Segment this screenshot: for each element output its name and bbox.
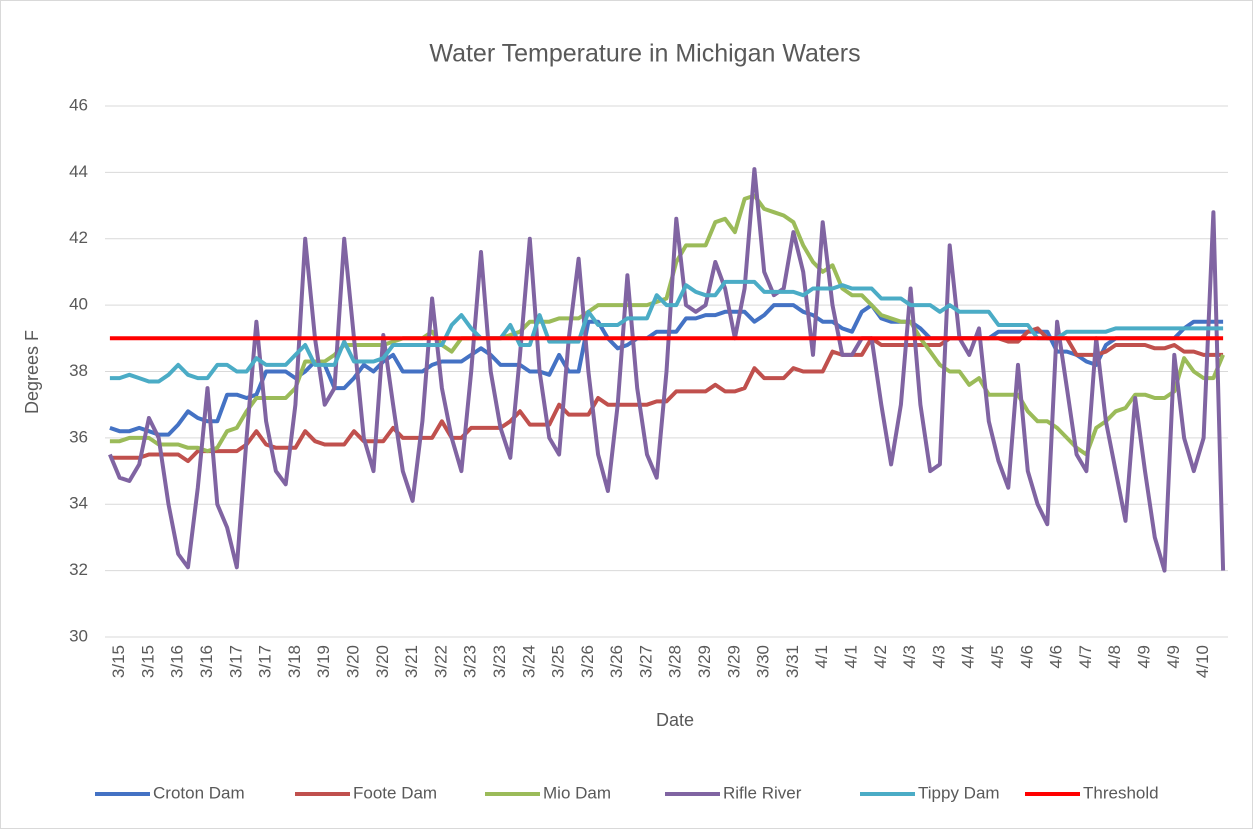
series-line xyxy=(109,326,1224,464)
x-tick-label: 3/24 xyxy=(519,645,538,678)
legend-label: Croton Dam xyxy=(153,783,245,802)
x-tick-label: 3/30 xyxy=(754,645,773,678)
x-tick-label: 4/4 xyxy=(959,645,978,669)
x-tick-label: 3/26 xyxy=(578,645,597,678)
x-tick-label: 3/16 xyxy=(168,645,187,678)
x-tick-label: 3/21 xyxy=(402,645,421,678)
y-tick-label: 46 xyxy=(69,95,88,114)
x-tick-label: 4/8 xyxy=(1105,645,1124,669)
x-tick-label: 4/10 xyxy=(1193,645,1212,678)
y-tick-label: 34 xyxy=(69,494,88,513)
y-axis-title: Degrees F xyxy=(22,330,42,414)
y-tick-label: 38 xyxy=(69,361,88,380)
y-tick-label: 42 xyxy=(69,228,88,247)
x-tick-label: 3/27 xyxy=(636,645,655,678)
x-tick-label: 3/29 xyxy=(695,645,714,678)
y-tick-label: 36 xyxy=(69,427,88,446)
x-tick-label: 4/1 xyxy=(842,645,861,669)
x-tick-label: 3/15 xyxy=(138,645,157,678)
legend-label: Tippy Dam xyxy=(918,783,1000,802)
x-tick-label: 3/18 xyxy=(285,645,304,678)
legend-label: Rifle River xyxy=(723,783,802,802)
x-tick-label: 4/3 xyxy=(900,645,919,669)
y-tick-label: 40 xyxy=(69,295,88,314)
y-tick-label: 44 xyxy=(69,162,88,181)
x-tick-label: 3/20 xyxy=(343,645,362,678)
x-tick-label: 3/31 xyxy=(783,645,802,678)
x-tick-label: 4/2 xyxy=(871,645,890,669)
series-line xyxy=(108,167,1226,573)
legend-label: Threshold xyxy=(1083,783,1159,802)
x-tick-label: 3/23 xyxy=(490,645,509,678)
x-axis-title: Date xyxy=(656,710,694,730)
x-tick-label: 4/7 xyxy=(1076,645,1095,669)
x-tick-label: 3/16 xyxy=(197,645,216,678)
x-tick-label: 3/28 xyxy=(666,645,685,678)
legend-label: Foote Dam xyxy=(353,783,437,802)
x-tick-label: 3/17 xyxy=(256,645,275,678)
x-tick-label: 3/20 xyxy=(373,645,392,678)
x-tick-label: 3/15 xyxy=(109,645,128,678)
x-tick-label: 3/22 xyxy=(431,645,450,678)
x-tick-label: 4/6 xyxy=(1047,645,1066,669)
x-tick-label: 3/29 xyxy=(724,645,743,678)
x-tick-label: 3/26 xyxy=(607,645,626,678)
y-tick-label: 30 xyxy=(69,626,88,645)
x-tick-label: 3/23 xyxy=(461,645,480,678)
x-tick-label: 4/5 xyxy=(988,645,1007,669)
chart-title: Water Temperature in Michigan Waters xyxy=(429,40,860,68)
x-tick-label: 4/3 xyxy=(929,645,948,669)
x-tick-label: 3/19 xyxy=(314,645,333,678)
x-tick-label: 3/17 xyxy=(226,645,245,678)
x-tick-label: 4/9 xyxy=(1164,645,1183,669)
legend-label: Mio Dam xyxy=(543,783,611,802)
y-tick-label: 32 xyxy=(69,560,88,579)
x-tick-label: 3/25 xyxy=(549,645,568,678)
x-tick-label: 4/6 xyxy=(1017,645,1036,669)
x-tick-label: 4/9 xyxy=(1134,645,1153,669)
x-tick-label: 4/1 xyxy=(812,645,831,669)
